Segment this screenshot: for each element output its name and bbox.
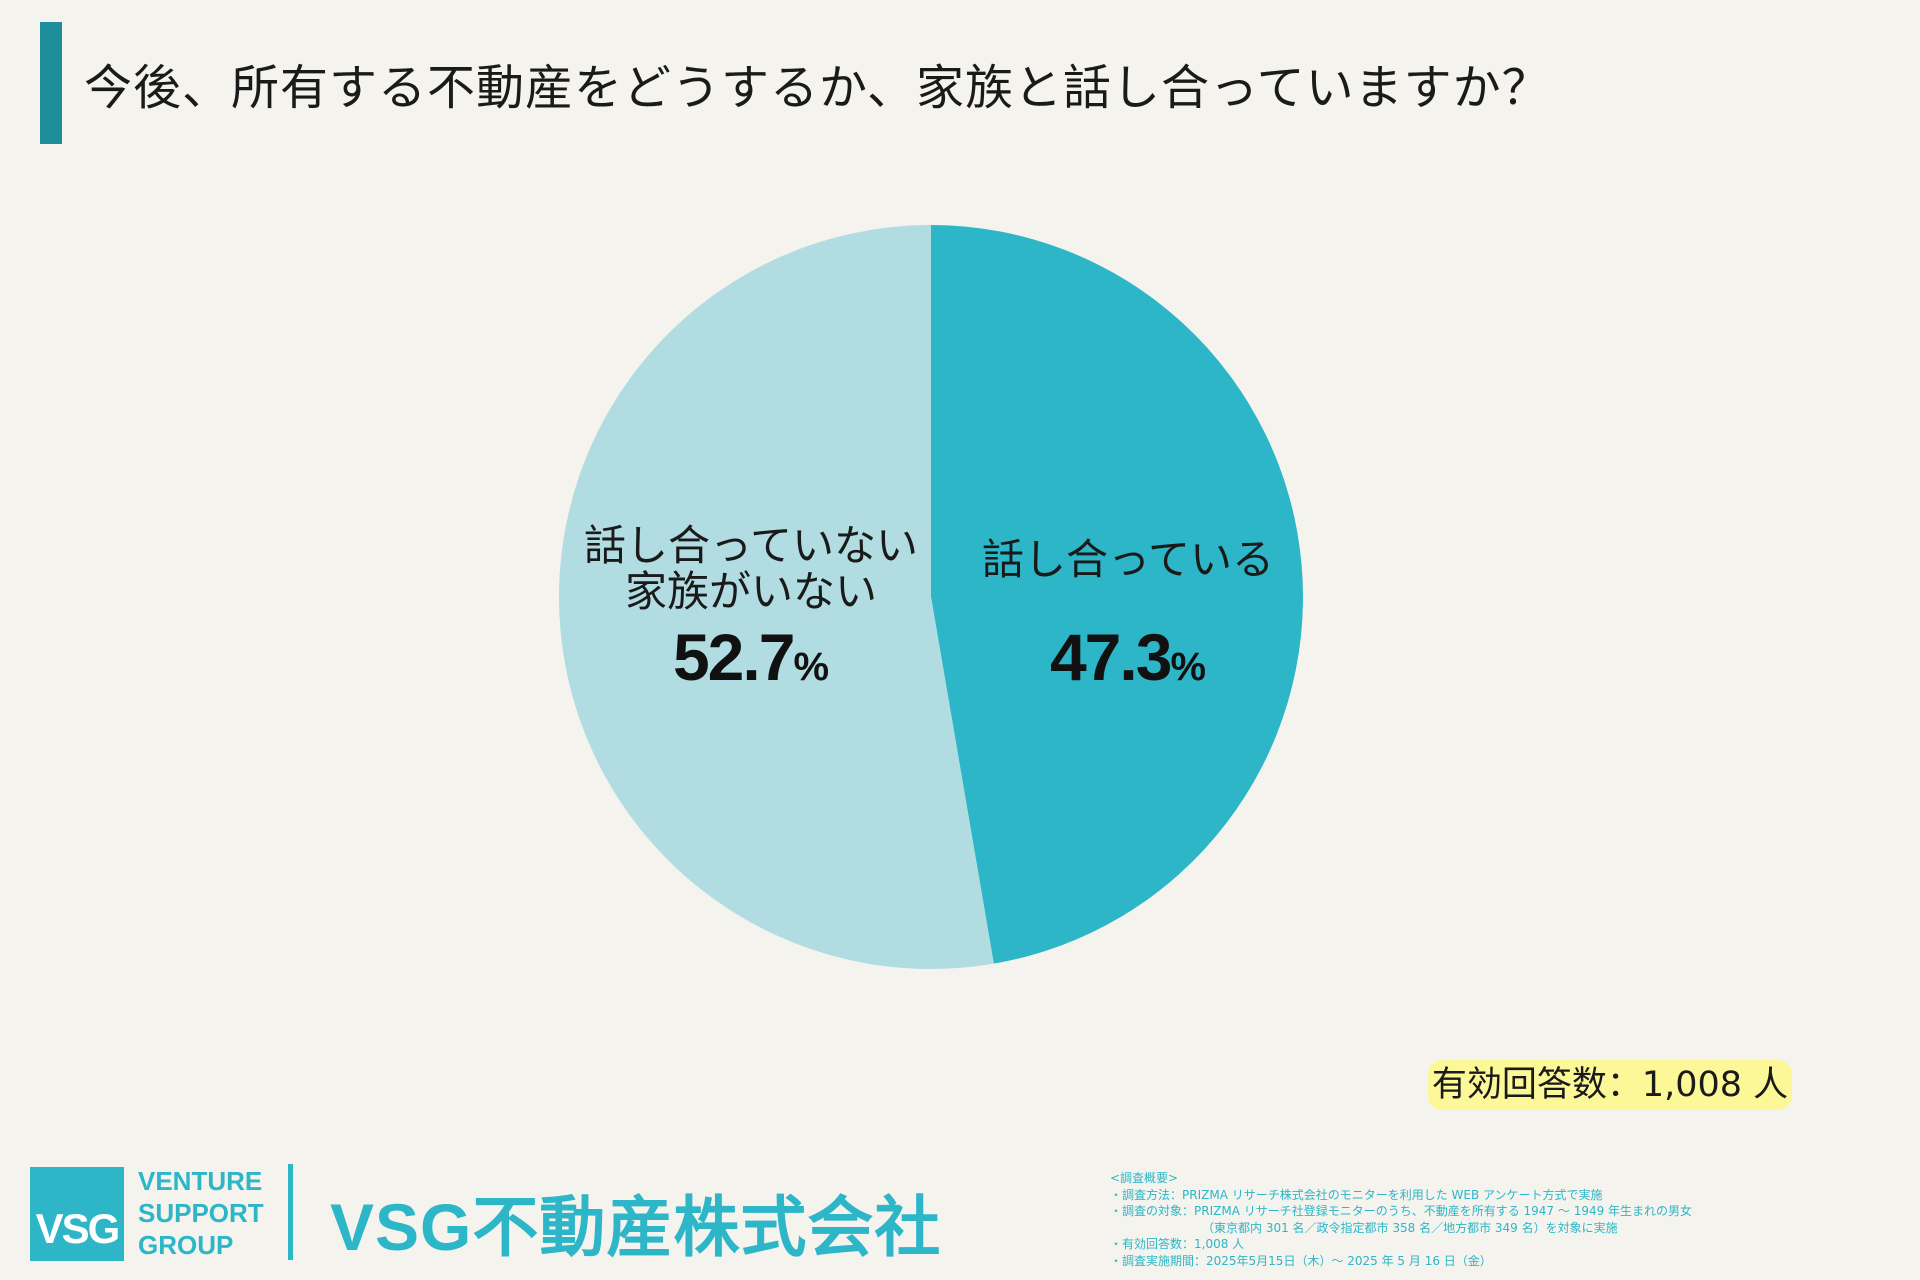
survey-note-breakdown: （東京都内 301 名／政令指定都市 358 名／地方都市 349 名）を対象に…: [1202, 1220, 1618, 1235]
survey-note-heading: <調査概要>: [1110, 1171, 1179, 1185]
logo-divider: [288, 1164, 293, 1260]
company-name: VSG不動産株式会社: [330, 1190, 942, 1264]
page-title: 今後、所有する不動産をどうするか、家族と話し合っていますか？: [84, 60, 1551, 116]
pie-category-label: 家族がいない: [625, 567, 877, 616]
pie-slice-label-0: 話し合っている 47.3%: [982, 535, 1274, 694]
logo-line-group: GROUP: [138, 1230, 234, 1260]
survey-notes: <調査概要> ・調査方法：PRIZMA リサーチ株式会社のモニターを利用した W…: [1110, 1170, 1692, 1269]
pie-value-label: 47.3%: [1050, 620, 1206, 694]
logo-line-venture: VENTURE: [138, 1166, 263, 1196]
pie-value-label: 52.7%: [673, 620, 829, 694]
pie-category-label: 話し合っている: [982, 535, 1274, 584]
logo-line-support: SUPPORT: [138, 1198, 264, 1228]
pie-category-label: 話し合っていない: [584, 521, 918, 570]
vsg-logo-mark: VSG: [30, 1167, 124, 1261]
logo-text: VENTURE SUPPORT GROUP: [138, 1165, 264, 1261]
pie-slice-1: [558, 225, 994, 970]
survey-note-target: ・調査の対象：PRIZMA リサーチ社登録モニターのうち、不動産を所有する 19…: [1110, 1204, 1693, 1218]
survey-note-period: ・調査実施期間：2025年5月15日（木）～ 2025 年 5 月 16 日（金…: [1110, 1253, 1492, 1268]
title-accent-bar: [40, 22, 62, 144]
survey-note-method: ・調査方法：PRIZMA リサーチ株式会社のモニターを利用した WEB アンケー…: [1110, 1187, 1603, 1202]
survey-note-respondents: ・有効回答数：1,008 人: [1110, 1237, 1245, 1251]
respondents-badge: 有効回答数：1,008 人: [1428, 1060, 1792, 1110]
pie-slice-0: [931, 225, 1303, 964]
